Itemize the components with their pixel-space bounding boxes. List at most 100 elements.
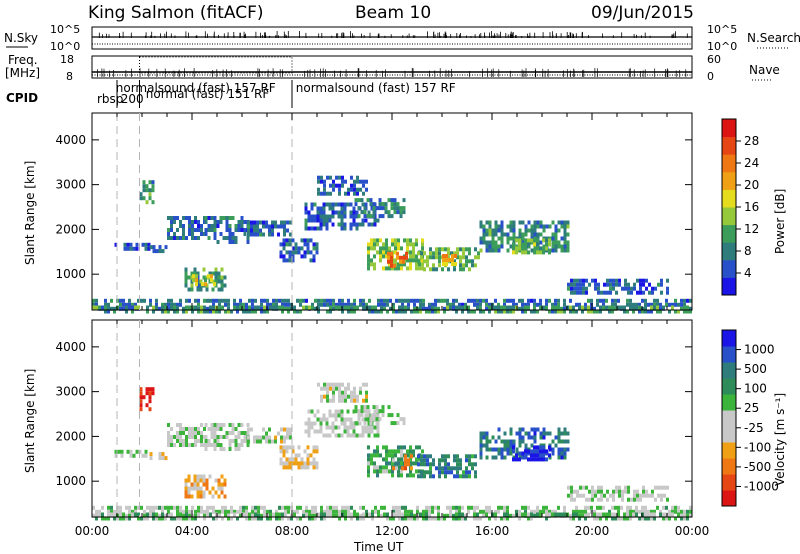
heatmap-cell (542, 224, 546, 229)
heatmap-cell (515, 447, 519, 452)
heatmap-cell (353, 386, 356, 391)
heatmap-cell (207, 443, 211, 447)
heatmap-cell (429, 466, 432, 471)
heatmap-cell (638, 305, 641, 310)
heatmap-cell (554, 305, 557, 310)
heatmap-cell (456, 255, 459, 260)
heatmap-cell (338, 394, 341, 399)
heatmap-cell (633, 493, 636, 498)
heatmap-cell (378, 417, 382, 422)
heatmap-cell (393, 202, 397, 207)
heatmap-cell (197, 302, 200, 307)
heatmap-cell (167, 431, 170, 435)
heatmap-cell (597, 286, 600, 291)
time-tick-label: 00:00 (675, 524, 710, 538)
heatmap-cell (306, 250, 310, 255)
heatmap-cell (114, 242, 118, 247)
heatmap-cell (412, 258, 415, 263)
heatmap-cell (119, 516, 122, 521)
heatmap-cell (557, 431, 561, 436)
heatmap-cell (585, 497, 588, 502)
heatmap-cell (375, 409, 379, 414)
heatmap-cell (122, 302, 125, 307)
heatmap-cell (626, 512, 629, 517)
heatmap-cell (474, 247, 477, 252)
heatmap-cell (624, 489, 627, 494)
heatmap-cell (674, 509, 677, 514)
heatmap-cell (359, 516, 362, 521)
heatmap-cell (387, 214, 391, 219)
heatmap-cell (629, 302, 632, 307)
heatmap-cell (429, 251, 432, 256)
heatmap-cell (677, 505, 680, 510)
heatmap-cell (503, 439, 507, 444)
heatmap-cell (266, 302, 269, 307)
heatmap-cell (217, 478, 221, 483)
heatmap-cell (190, 283, 194, 288)
heatmap-cell (438, 247, 441, 252)
heatmap-cell (383, 298, 386, 303)
heatmap-cell (372, 413, 376, 418)
heatmap-cell (310, 206, 314, 211)
heatmap-cell (188, 509, 191, 514)
heatmap-cell (416, 516, 419, 521)
heatmap-cell (441, 466, 444, 471)
heatmap-cell (176, 439, 179, 443)
heatmap-cell (357, 198, 361, 203)
heatmap-cell (389, 298, 392, 303)
heatmap-cell (635, 505, 638, 510)
heatmap-cell (300, 254, 304, 259)
heatmap-cell (246, 240, 250, 244)
heatmap-cell (554, 244, 558, 249)
heatmap-cell (312, 254, 316, 259)
heatmap-cell (344, 505, 347, 510)
heatmap-cell (654, 497, 657, 502)
heatmap-cell (228, 439, 232, 443)
heatmap-cell (587, 305, 590, 310)
heatmap-cell (407, 509, 410, 514)
heatmap-cell (185, 298, 188, 303)
heatmap-cell (497, 224, 501, 229)
heatmap-cell (479, 240, 483, 245)
heatmap-cell (279, 445, 283, 450)
heatmap-cell (143, 513, 146, 518)
heatmap-cell (563, 220, 567, 225)
heatmap-cell (402, 210, 406, 215)
heatmap-cell (213, 232, 217, 236)
heatmap-cell (306, 242, 310, 247)
heatmap-cell (383, 505, 386, 510)
heatmap-cell (152, 245, 156, 250)
heatmap-cell (406, 258, 409, 263)
heatmap-cell (415, 457, 418, 462)
heatmap-cell (409, 469, 412, 474)
heatmap-cell (308, 509, 311, 514)
heatmap-cell (380, 505, 383, 510)
heatmap-cell (344, 191, 347, 196)
heatmap-cell (155, 305, 158, 310)
heatmap-cell (161, 516, 164, 521)
nave-label: Nave (749, 63, 780, 77)
heatmap-cell (328, 218, 332, 223)
heatmap-cell (638, 309, 641, 314)
heatmap-cell (309, 461, 313, 466)
heatmap-cell (240, 224, 244, 228)
heatmap-cell (197, 427, 200, 431)
heatmap-cell (263, 298, 266, 303)
heatmap-cell (488, 509, 491, 514)
heatmap-cell (524, 228, 528, 233)
heatmap-cell (213, 435, 217, 439)
heatmap-cell (202, 267, 206, 272)
heatmap-cell (213, 423, 217, 427)
heatmap-cell (260, 302, 263, 307)
heatmap-cell (123, 246, 127, 251)
heatmap-cell (314, 516, 317, 521)
heatmap-cell (173, 516, 176, 521)
heatmap-cell (527, 305, 530, 310)
heatmap-cell (621, 286, 624, 291)
heatmap-cell (323, 516, 326, 521)
heatmap-cell (674, 298, 677, 303)
heatmap-cell (123, 242, 127, 247)
heatmap-cell (179, 224, 182, 228)
heatmap-cell (319, 206, 323, 211)
heatmap-cell (503, 232, 507, 237)
